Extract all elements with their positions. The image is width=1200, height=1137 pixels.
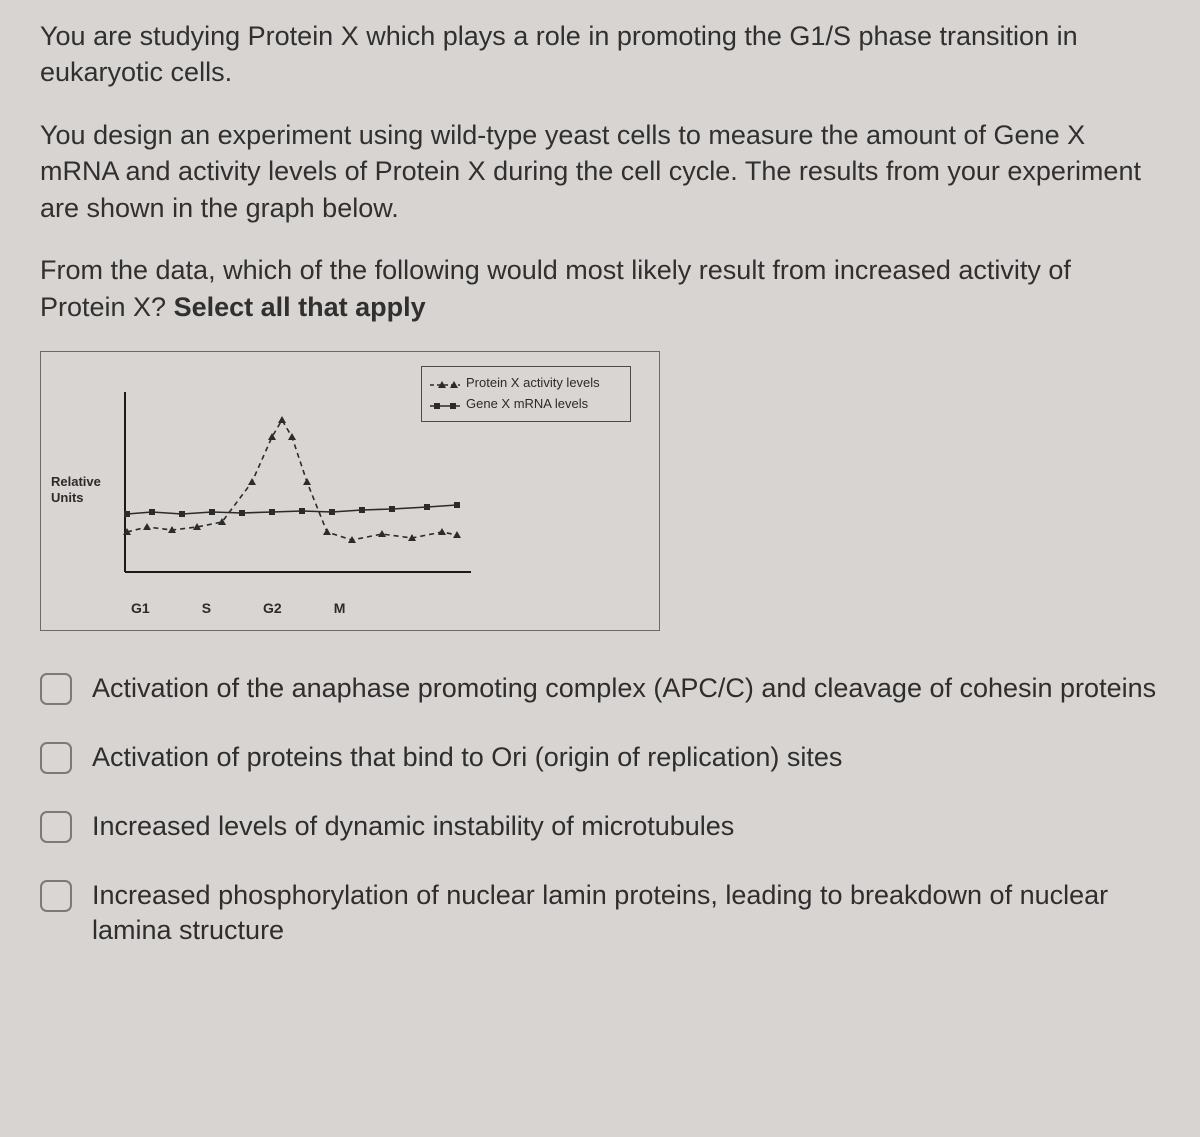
legend-swatch-activity: [430, 377, 460, 389]
paragraph-3: From the data, which of the following wo…: [40, 252, 1160, 325]
legend-row-activity: Protein X activity levels: [430, 373, 622, 394]
chart-legend: Protein X activity levels Gene X mRNA le…: [421, 366, 631, 422]
series-activity: [123, 416, 461, 543]
chart-figure: Relative Units Protein X activity levels…: [40, 351, 660, 631]
checkbox-b[interactable]: [40, 742, 72, 774]
option-a-text: Activation of the anaphase promoting com…: [92, 671, 1156, 706]
option-b-text: Activation of proteins that bind to Ori …: [92, 740, 842, 775]
checkbox-a[interactable]: [40, 673, 72, 705]
paragraph-1: You are studying Protein X which plays a…: [40, 18, 1160, 91]
option-b[interactable]: Activation of proteins that bind to Ori …: [40, 740, 1160, 775]
legend-row-mrna: Gene X mRNA levels: [430, 394, 622, 415]
checkbox-d[interactable]: [40, 880, 72, 912]
y-axis-label: Relative Units: [51, 474, 111, 505]
x-label-m: M: [334, 600, 346, 616]
legend-swatch-mrna: [430, 398, 460, 410]
option-d[interactable]: Increased phosphorylation of nuclear lam…: [40, 878, 1160, 948]
x-label-g2: G2: [263, 600, 282, 616]
legend-label-mrna: Gene X mRNA levels: [466, 394, 588, 415]
x-label-g1: G1: [131, 600, 150, 616]
option-d-text: Increased phosphorylation of nuclear lam…: [92, 878, 1160, 948]
checkbox-c[interactable]: [40, 811, 72, 843]
paragraph-3-strong: Select all that apply: [174, 292, 426, 322]
legend-label-activity: Protein X activity levels: [466, 373, 600, 394]
option-c[interactable]: Increased levels of dynamic instability …: [40, 809, 1160, 844]
x-axis-labels: G1 S G2 M: [131, 600, 629, 616]
option-a[interactable]: Activation of the anaphase promoting com…: [40, 671, 1160, 706]
option-c-text: Increased levels of dynamic instability …: [92, 809, 734, 844]
paragraph-2: You design an experiment using wild-type…: [40, 117, 1160, 226]
x-label-s: S: [202, 600, 211, 616]
series-mrna: [124, 502, 460, 517]
answer-options: Activation of the anaphase promoting com…: [40, 671, 1160, 948]
question-page: You are studying Protein X which plays a…: [0, 0, 1200, 1013]
